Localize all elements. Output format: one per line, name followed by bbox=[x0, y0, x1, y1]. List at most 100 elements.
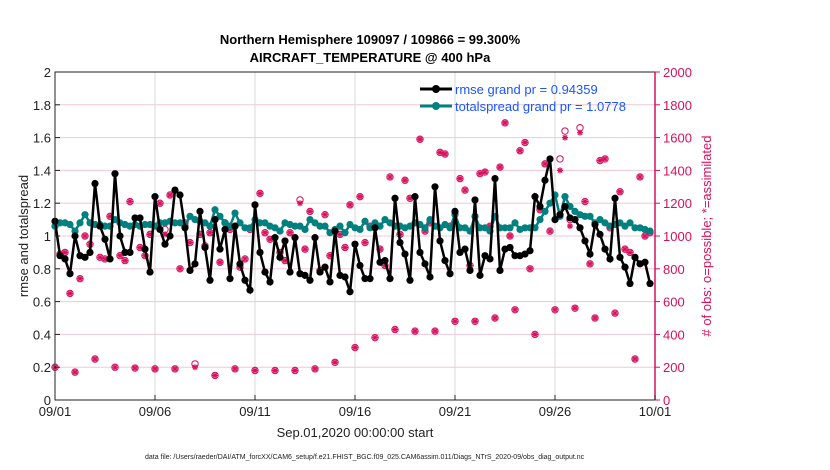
obs-possible-marker bbox=[371, 333, 379, 342]
obs-possible-marker bbox=[456, 174, 464, 183]
obs-assimilated-marker bbox=[67, 290, 73, 297]
legend-rmse-marker bbox=[432, 85, 440, 93]
rmse-point bbox=[411, 193, 419, 201]
totalspread-point bbox=[561, 193, 569, 201]
obs-assimilated-marker bbox=[612, 310, 618, 317]
rmse-point bbox=[306, 276, 314, 284]
obs-assimilated-marker bbox=[407, 195, 413, 202]
left-tick-label: 1.4 bbox=[33, 163, 51, 178]
obs-possible-marker bbox=[341, 243, 349, 252]
totalspread-point bbox=[356, 225, 364, 234]
obs-assimilated-marker bbox=[587, 260, 593, 267]
obs-possible-marker bbox=[451, 317, 459, 325]
obs-assimilated-marker bbox=[112, 364, 118, 371]
obs-assimilated-marker bbox=[332, 359, 338, 366]
obs-assimilated-marker bbox=[382, 262, 388, 269]
obs-possible-marker bbox=[471, 317, 479, 325]
rmse-point bbox=[351, 240, 359, 248]
obs-assimilated-marker bbox=[602, 155, 608, 162]
obs-possible-marker bbox=[121, 256, 129, 265]
obs-assimilated-marker bbox=[132, 365, 138, 372]
rmse-point bbox=[446, 270, 454, 278]
totalspread-point bbox=[536, 216, 544, 224]
totalspread-point bbox=[171, 219, 179, 227]
legend: rmse grand pr = 0.94359 totalspread gran… bbox=[420, 82, 626, 114]
totalspread-point bbox=[206, 222, 214, 230]
rmse-point bbox=[141, 245, 149, 253]
obs-possible-marker bbox=[331, 358, 339, 366]
obs-possible-marker bbox=[411, 327, 419, 335]
rmse-point bbox=[326, 278, 334, 286]
obs-possible-marker bbox=[416, 135, 424, 143]
rmse-point bbox=[266, 278, 274, 286]
right-tick-label: 1800 bbox=[663, 98, 692, 113]
rmse-point bbox=[221, 225, 229, 234]
x-tick-label: 09/21 bbox=[439, 404, 472, 419]
rmse-point bbox=[191, 260, 199, 268]
rmse-point bbox=[151, 193, 159, 201]
obs-assimilated-marker bbox=[267, 236, 273, 243]
obs-assimilated-marker bbox=[412, 328, 418, 335]
rmse-point bbox=[496, 266, 504, 275]
obs-assimilated-marker bbox=[432, 328, 438, 335]
rmse-point bbox=[576, 224, 584, 232]
obs-assimilated-marker bbox=[627, 249, 633, 256]
rmse-point bbox=[131, 214, 139, 222]
obs-assimilated-marker bbox=[637, 173, 643, 180]
obs-assimilated-marker bbox=[152, 365, 158, 372]
rmse-point bbox=[81, 253, 89, 261]
x-tick-label: 09/06 bbox=[139, 404, 172, 419]
obs-assimilated-marker bbox=[547, 228, 553, 235]
obs-possible-marker bbox=[321, 210, 329, 219]
obs-possible-marker bbox=[126, 197, 134, 206]
obs-assimilated-marker bbox=[342, 244, 348, 251]
totalspread-point bbox=[501, 224, 509, 232]
right-tick-label: 400 bbox=[663, 327, 685, 342]
obs-possible-marker bbox=[251, 366, 259, 375]
obs-assimilated-marker bbox=[567, 223, 573, 230]
rmse-point bbox=[126, 248, 134, 256]
rmse-point bbox=[246, 286, 254, 294]
obs-possible-marker bbox=[116, 251, 124, 260]
series-lines bbox=[51, 155, 654, 296]
rmse-point bbox=[436, 237, 444, 245]
totalspread-point bbox=[71, 227, 79, 235]
rmse-point bbox=[591, 220, 599, 229]
rmse-point bbox=[211, 216, 219, 224]
obs-assimilated-marker bbox=[622, 246, 628, 253]
obs-possible-marker bbox=[556, 155, 564, 163]
totalspread-point bbox=[301, 225, 309, 234]
left-tick-label: 0 bbox=[44, 393, 51, 408]
rmse-point bbox=[341, 273, 349, 281]
obs-possible-marker bbox=[586, 260, 594, 268]
left-tick-label: 0.2 bbox=[33, 360, 51, 375]
obs-possible-marker bbox=[76, 274, 84, 283]
obs-assimilated-marker bbox=[452, 318, 458, 325]
obs-assimilated-marker bbox=[482, 169, 488, 176]
obs-assimilated-marker bbox=[157, 200, 163, 207]
obs-assimilated-marker bbox=[197, 231, 203, 238]
rmse-point bbox=[166, 232, 174, 240]
rmse-point bbox=[146, 268, 154, 276]
left-tick-label: 1.2 bbox=[33, 196, 51, 211]
rmse-point bbox=[121, 248, 129, 256]
rmse-point bbox=[206, 276, 214, 284]
obs-assimilated-marker bbox=[357, 193, 363, 200]
totalspread-point bbox=[511, 219, 519, 227]
obs-possible-marker bbox=[356, 192, 364, 201]
totalspread-point bbox=[581, 212, 589, 220]
rmse-point bbox=[201, 243, 209, 252]
obs-possible-marker bbox=[71, 368, 79, 376]
obs-possible-marker bbox=[81, 232, 89, 240]
obs-possible-marker bbox=[131, 364, 139, 372]
obs-assimilated-marker bbox=[347, 201, 353, 208]
obs-assimilated-marker bbox=[497, 164, 503, 171]
obs-possible-marker bbox=[211, 371, 219, 380]
obs-assimilated-marker bbox=[457, 175, 463, 182]
left-tick-label: 0.6 bbox=[33, 295, 51, 310]
rmse-point bbox=[611, 194, 619, 202]
rmse-point bbox=[156, 225, 164, 234]
rmse-point bbox=[186, 266, 194, 275]
obs-possible-marker bbox=[241, 255, 249, 263]
